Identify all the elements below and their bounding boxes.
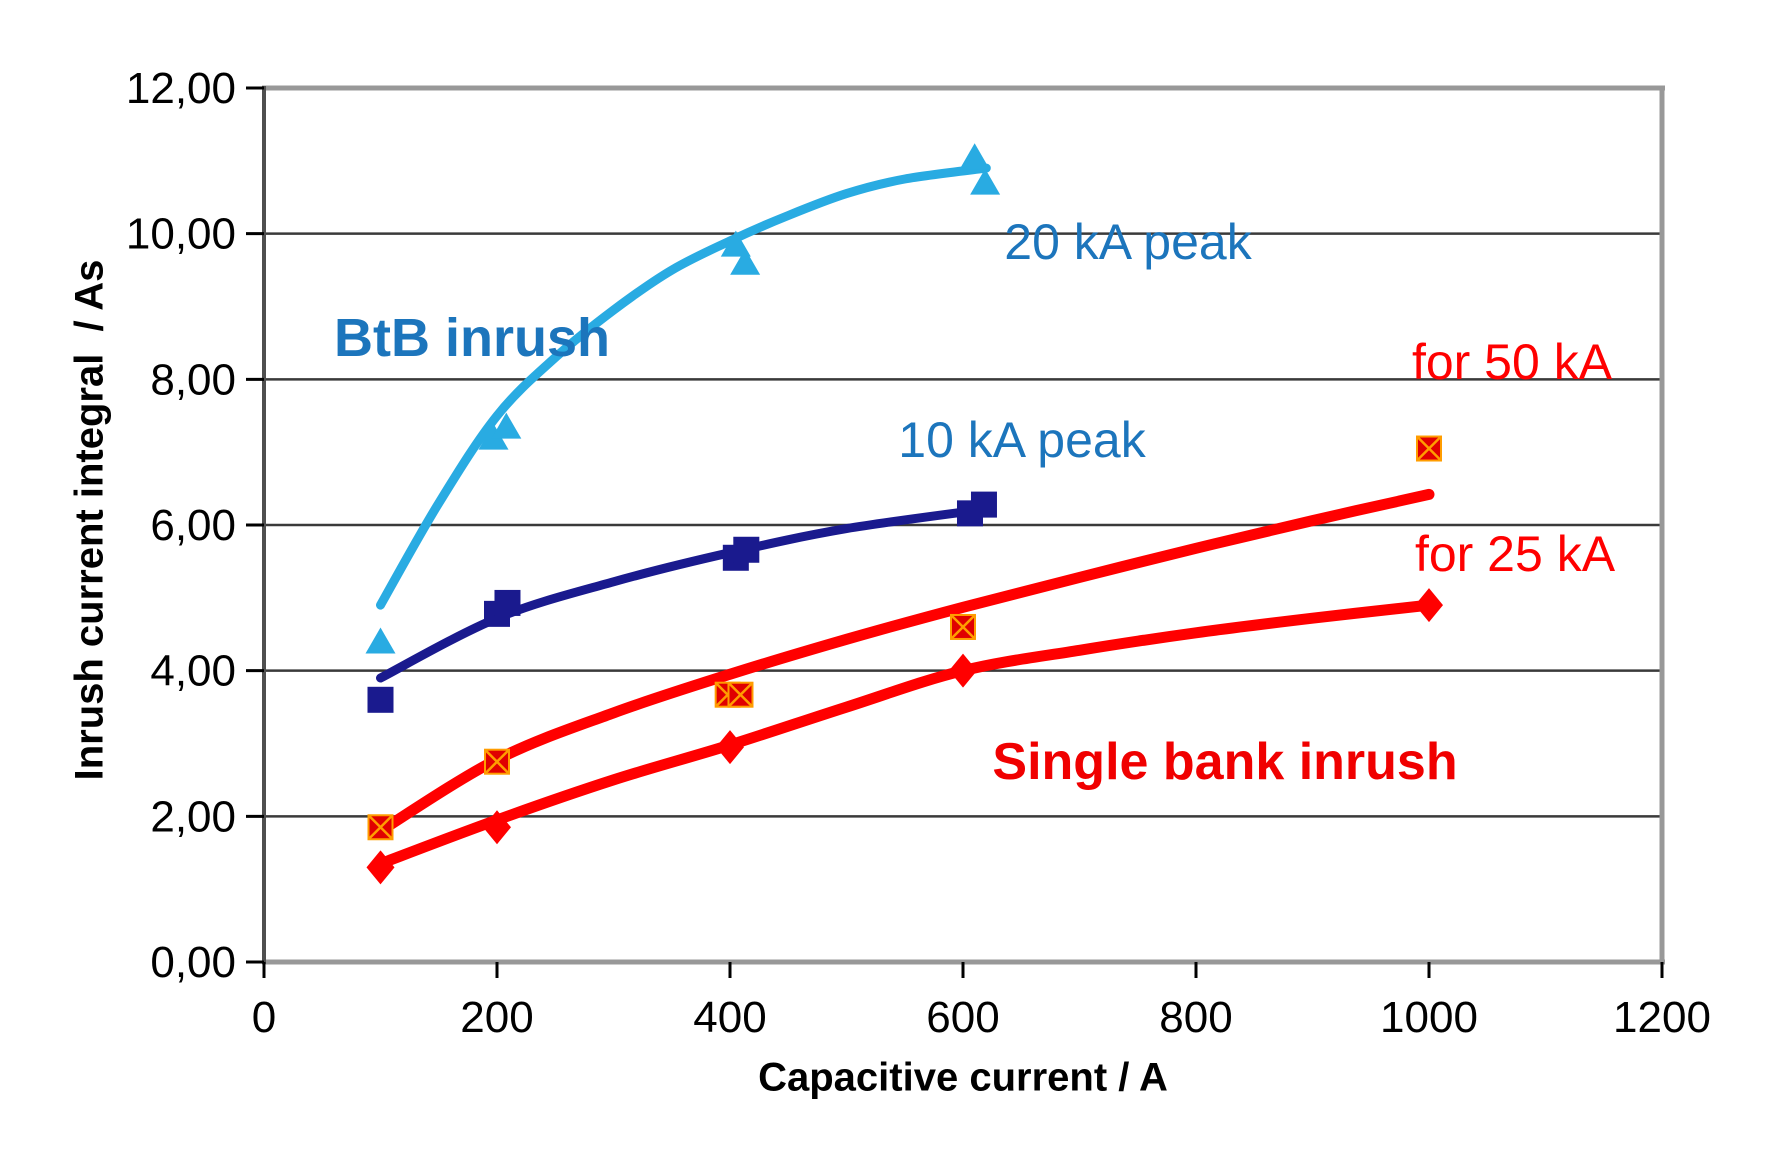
marker-triangle-btb-20ka-0 xyxy=(365,627,396,654)
annotation-for-50ka: for 50 kA xyxy=(1411,334,1613,390)
trend-line-single-50ka xyxy=(375,488,1435,837)
marker-diamond-single-25ka-2 xyxy=(716,730,744,765)
annotation-peak-10ka: 10 kA peak xyxy=(898,412,1146,468)
marker-square-btb-10ka-6 xyxy=(970,491,997,518)
marker-x-square-single-50ka-1-cross2 xyxy=(484,748,510,775)
marker-x-square-single-50ka-5-cross2 xyxy=(1416,435,1442,462)
marker-x-square-single-50ka-3-cross2 xyxy=(727,681,754,708)
x-tick-label-200: 200 xyxy=(460,993,533,1042)
annotation-for-25ka: for 25 kA xyxy=(1414,526,1616,582)
x-tick-label-1200: 1200 xyxy=(1613,993,1711,1042)
marker-diamond-single-25ka-3 xyxy=(949,653,977,688)
y-axis-title: Inrush current integral / As xyxy=(67,259,112,781)
x-tick-label-0: 0 xyxy=(252,993,276,1042)
marker-square-btb-10ka-2 xyxy=(494,589,521,616)
marker-triangle-btb-20ka-6 xyxy=(970,168,1001,195)
x-tick-label-1000: 1000 xyxy=(1380,993,1478,1042)
trend-line-btb-10ka xyxy=(376,504,991,683)
y-tick-label-0: 0,00 xyxy=(150,938,236,987)
y-tick-label-8: 8,00 xyxy=(150,355,236,404)
y-tick-label-12: 12,00 xyxy=(126,64,236,113)
marker-x-square-single-50ka-4-cross2 xyxy=(950,614,976,640)
marker-triangle-btb-20ka-3 xyxy=(720,230,751,257)
annotation-single-bank-inrush: Single bank inrush xyxy=(992,733,1458,791)
trend-line-single-25ka xyxy=(375,599,1435,870)
marker-triangle-btb-20ka-2 xyxy=(491,412,522,439)
trend-line-btb-20ka xyxy=(376,163,991,610)
marker-triangle-btb-20ka-4 xyxy=(730,248,761,275)
marker-diamond-single-25ka-0 xyxy=(366,850,395,885)
marker-diamond-single-25ka-4 xyxy=(1415,588,1443,623)
y-tick-label-6: 6,00 xyxy=(150,501,236,550)
x-tick-label-600: 600 xyxy=(926,993,999,1042)
x-tick-label-400: 400 xyxy=(693,993,766,1042)
marker-triangle-btb-20ka-5 xyxy=(959,143,990,170)
y-tick-label-4: 4,00 xyxy=(150,647,236,696)
y-tick-label-2: 2,00 xyxy=(150,792,236,841)
marker-square-btb-10ka-4 xyxy=(733,536,760,563)
x-tick-label-800: 800 xyxy=(1159,993,1232,1042)
marker-square-btb-10ka-0 xyxy=(367,686,394,713)
x-axis-title: Capacitive current / A xyxy=(758,1055,1168,1100)
annotation-btb-inrush: BtB inrush xyxy=(334,308,610,368)
annotation-peak-20ka: 20 kA peak xyxy=(1004,214,1252,270)
marker-x-square-single-50ka-0-cross2 xyxy=(367,814,394,841)
y-tick-label-10: 10,00 xyxy=(126,210,236,259)
marker-diamond-single-25ka-1 xyxy=(483,810,511,845)
